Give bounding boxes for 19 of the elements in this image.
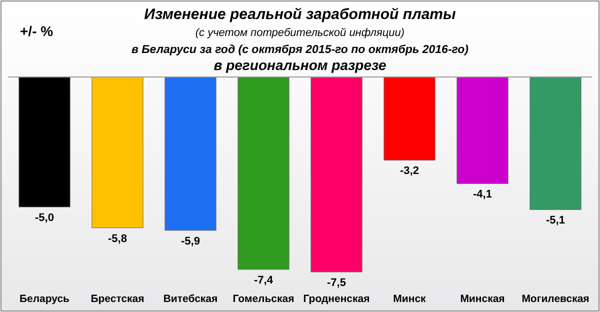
data-label: -5,8 [108, 232, 127, 245]
x-tick-label: Минская [460, 293, 505, 305]
x-tick-label: Беларусь [19, 293, 70, 305]
data-label: -5,9 [181, 235, 200, 248]
chart-subtitle: (с учетом потребительской инфляции) в Беларуси за год (с октября 2015-го по октябрь 2016-го) в региональном разрезе [132, 27, 469, 73]
chart-title: Изменение реальной заработной платы [144, 6, 456, 23]
y-axis-title: +/- % [20, 23, 54, 39]
data-label: -7,4 [254, 274, 274, 286]
data-label: -3,2 [400, 165, 419, 178]
x-tick-label: Витебская [163, 293, 218, 305]
data-label: -5,1 [546, 214, 565, 227]
data-label: -7,5 [327, 277, 346, 289]
x-tick-label: Гродненская [303, 293, 370, 305]
x-tick-label: Могилевская [522, 293, 590, 305]
x-tick-label: Минск [393, 293, 427, 305]
data-label: -5,0 [35, 212, 54, 224]
data-label: -4,1 [473, 188, 492, 201]
x-tick-label: Брестская [90, 293, 144, 305]
x-tick-label: Гомельская [232, 293, 294, 305]
